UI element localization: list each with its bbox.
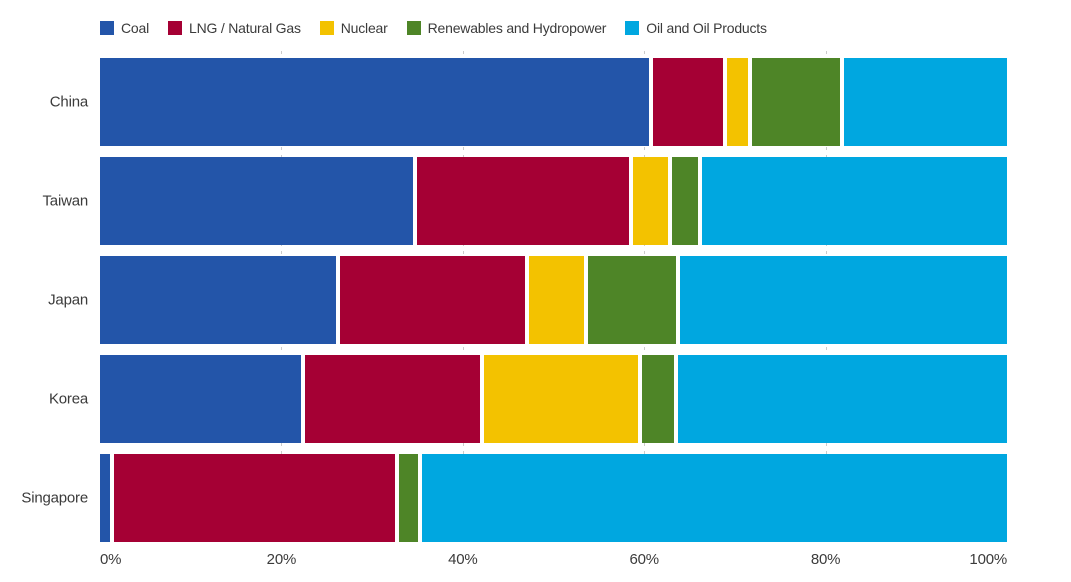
- legend-swatch-icon: [100, 21, 114, 35]
- legend: Coal LNG / Natural Gas Nuclear Renewables a…: [100, 20, 767, 36]
- bar-segment-china-nuclear[interactable]: [724, 58, 751, 146]
- bar-segment-taiwan-oil-and-oil-products[interactable]: [700, 157, 1007, 245]
- bar-track-japan: [100, 256, 1007, 344]
- x-tick-40: 40%: [448, 551, 478, 568]
- category-label-korea: Korea: [48, 390, 88, 408]
- bar-segment-china-renewables-and-hydropower[interactable]: [750, 58, 842, 146]
- bar-segment-korea-coal[interactable]: [100, 355, 304, 443]
- bar-segment-singapore-lng-natural-gas[interactable]: [111, 454, 398, 542]
- legend-item-coal[interactable]: Coal: [100, 20, 149, 36]
- bar-segment-korea-oil-and-oil-products[interactable]: [675, 355, 1007, 443]
- x-tick-0: 0%: [100, 551, 122, 568]
- x-tick-100: 100%: [969, 551, 1007, 568]
- bar-segment-japan-coal[interactable]: [100, 256, 338, 344]
- bar-segment-japan-oil-and-oil-products[interactable]: [677, 256, 1007, 344]
- x-tick-60: 60%: [629, 551, 659, 568]
- bar-segment-japan-renewables-and-hydropower[interactable]: [586, 256, 678, 344]
- bar-track-taiwan: [100, 157, 1007, 245]
- bar-segment-china-coal[interactable]: [100, 58, 652, 146]
- legend-swatch-icon: [168, 21, 182, 35]
- legend-label: Nuclear: [340, 20, 388, 36]
- bar-track-china: [100, 58, 1007, 146]
- bar-segment-taiwan-lng-natural-gas[interactable]: [414, 157, 631, 245]
- bar-segment-singapore-oil-and-oil-products[interactable]: [420, 454, 1007, 542]
- plot-area: China Taiwan Japan Korea Singapore: [21, 51, 1007, 542]
- x-tick-80: 80%: [810, 551, 841, 568]
- x-tick-20: 20%: [266, 551, 297, 568]
- legend-label: LNG / Natural Gas: [189, 20, 301, 36]
- bar-segment-singapore-renewables-and-hydropower[interactable]: [397, 454, 421, 542]
- legend-label: Coal: [121, 20, 149, 36]
- bar-track-korea: [100, 355, 1007, 443]
- category-label-taiwan: Taiwan: [42, 192, 89, 210]
- bar-segment-taiwan-renewables-and-hydropower[interactable]: [669, 157, 701, 245]
- bar-row-japan: Japan: [48, 256, 1007, 344]
- category-label-japan: Japan: [48, 291, 88, 309]
- category-label-singapore: Singapore: [21, 489, 88, 507]
- bar-track-singapore: [100, 454, 1007, 542]
- legend-swatch-icon: [319, 21, 334, 35]
- x-axis: 0% 20% 40% 60% 80% 100%: [100, 551, 1007, 571]
- legend-swatch-icon: [406, 21, 421, 35]
- bar-segment-china-oil-and-oil-products[interactable]: [841, 58, 1007, 146]
- bar-row-singapore: Singapore: [21, 454, 1007, 542]
- category-label-china: China: [49, 93, 88, 111]
- bar-segment-korea-lng-natural-gas[interactable]: [303, 355, 482, 443]
- bar-row-korea: Korea: [49, 355, 1007, 443]
- legend-label: Renewables and Hydropower: [427, 20, 607, 36]
- bar-segment-china-lng-natural-gas[interactable]: [651, 58, 725, 146]
- bar-row-china: China: [50, 58, 1007, 146]
- bar-segment-japan-lng-natural-gas[interactable]: [337, 256, 528, 344]
- legend-item-nuclear[interactable]: Nuclear: [319, 20, 388, 36]
- legend-label: Oil and Oil Products: [646, 20, 767, 36]
- legend-item-oil-and-oil-products[interactable]: Oil and Oil Products: [625, 20, 767, 36]
- bar-segment-korea-renewables-and-hydropower[interactable]: [639, 355, 676, 443]
- legend-swatch-icon: [625, 21, 640, 35]
- legend-item-lng-natural-gas[interactable]: LNG / Natural Gas: [168, 20, 301, 36]
- bar-row-taiwan: Taiwan: [43, 157, 1007, 245]
- legend-item-renewables-and-hydropower[interactable]: Renewables and Hydropower: [406, 20, 607, 36]
- bar-segment-singapore-coal[interactable]: [100, 454, 112, 542]
- bar-segment-taiwan-nuclear[interactable]: [630, 157, 670, 245]
- bar-segment-japan-nuclear[interactable]: [527, 256, 587, 344]
- bar-segment-taiwan-coal[interactable]: [100, 157, 415, 245]
- bar-segment-korea-nuclear[interactable]: [481, 355, 640, 443]
